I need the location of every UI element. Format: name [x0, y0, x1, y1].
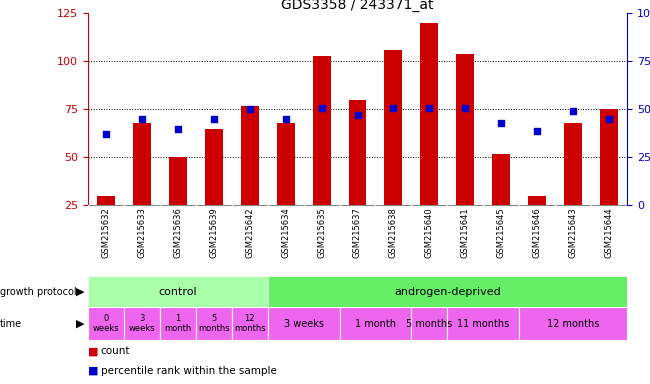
Text: GSM215636: GSM215636: [173, 208, 182, 258]
Bar: [277, 123, 294, 205]
Text: 3 weeks: 3 weeks: [283, 318, 324, 329]
Bar: [493, 154, 510, 205]
Text: ■: ■: [88, 346, 98, 356]
Text: time: time: [0, 318, 22, 329]
Text: 1 month: 1 month: [355, 318, 396, 329]
Bar: [169, 157, 187, 205]
Bar: [564, 123, 582, 205]
Text: 5
months: 5 months: [198, 314, 229, 333]
Bar: [196, 307, 231, 340]
Point: [568, 108, 578, 114]
Point: [209, 116, 219, 122]
Bar: [88, 276, 268, 307]
Point: [352, 112, 363, 118]
Text: ▶: ▶: [76, 287, 85, 297]
Bar: [519, 307, 627, 340]
Bar: [447, 307, 519, 340]
Point: [317, 104, 327, 111]
Text: count: count: [101, 346, 130, 356]
Title: GDS3358 / 243371_at: GDS3358 / 243371_at: [281, 0, 434, 12]
Point: [172, 126, 183, 132]
Bar: [160, 307, 196, 340]
Text: GSM215635: GSM215635: [317, 208, 326, 258]
Bar: [421, 23, 439, 205]
Text: androgen-deprived: androgen-deprived: [394, 287, 500, 297]
Text: GSM215641: GSM215641: [461, 208, 470, 258]
Bar: [97, 196, 115, 205]
Text: control: control: [159, 287, 197, 297]
Text: 0
weeks: 0 weeks: [92, 314, 119, 333]
Bar: [528, 196, 546, 205]
Text: GSM215632: GSM215632: [101, 208, 111, 258]
Point: [388, 104, 398, 111]
Bar: [339, 307, 411, 340]
Bar: [348, 100, 367, 205]
Text: GSM215637: GSM215637: [353, 208, 362, 258]
Point: [136, 116, 147, 122]
Text: GSM215638: GSM215638: [389, 208, 398, 258]
Bar: [313, 56, 331, 205]
Text: GSM215633: GSM215633: [137, 208, 146, 258]
Text: GSM215645: GSM215645: [497, 208, 506, 258]
Text: 12 months: 12 months: [547, 318, 599, 329]
Point: [101, 131, 111, 137]
Text: GSM215642: GSM215642: [245, 208, 254, 258]
Bar: [456, 54, 474, 205]
Bar: [385, 50, 402, 205]
Point: [244, 106, 255, 113]
Text: growth protocol: growth protocol: [0, 287, 77, 297]
Bar: [231, 307, 268, 340]
Text: GSM215644: GSM215644: [604, 208, 614, 258]
Text: GSM215646: GSM215646: [533, 208, 542, 258]
Text: 5 months: 5 months: [406, 318, 452, 329]
Point: [532, 127, 543, 134]
Bar: [124, 307, 160, 340]
Point: [460, 104, 471, 111]
Text: 11 months: 11 months: [457, 318, 510, 329]
Text: ▶: ▶: [76, 318, 85, 329]
Bar: [133, 123, 151, 205]
Text: GSM215634: GSM215634: [281, 208, 290, 258]
Bar: [240, 106, 259, 205]
Bar: [268, 276, 627, 307]
Text: percentile rank within the sample: percentile rank within the sample: [101, 366, 277, 376]
Text: GSM215639: GSM215639: [209, 208, 218, 258]
Text: GSM215643: GSM215643: [569, 208, 578, 258]
Text: 12
months: 12 months: [234, 314, 265, 333]
Text: 1
month: 1 month: [164, 314, 191, 333]
Point: [604, 116, 614, 122]
Text: 3
weeks: 3 weeks: [129, 314, 155, 333]
Text: ■: ■: [88, 366, 98, 376]
Point: [280, 116, 291, 122]
Bar: [411, 307, 447, 340]
Point: [424, 104, 435, 111]
Bar: [268, 307, 339, 340]
Bar: [205, 129, 222, 205]
Point: [496, 120, 506, 126]
Bar: [88, 307, 124, 340]
Text: GSM215640: GSM215640: [425, 208, 434, 258]
Bar: [601, 109, 618, 205]
